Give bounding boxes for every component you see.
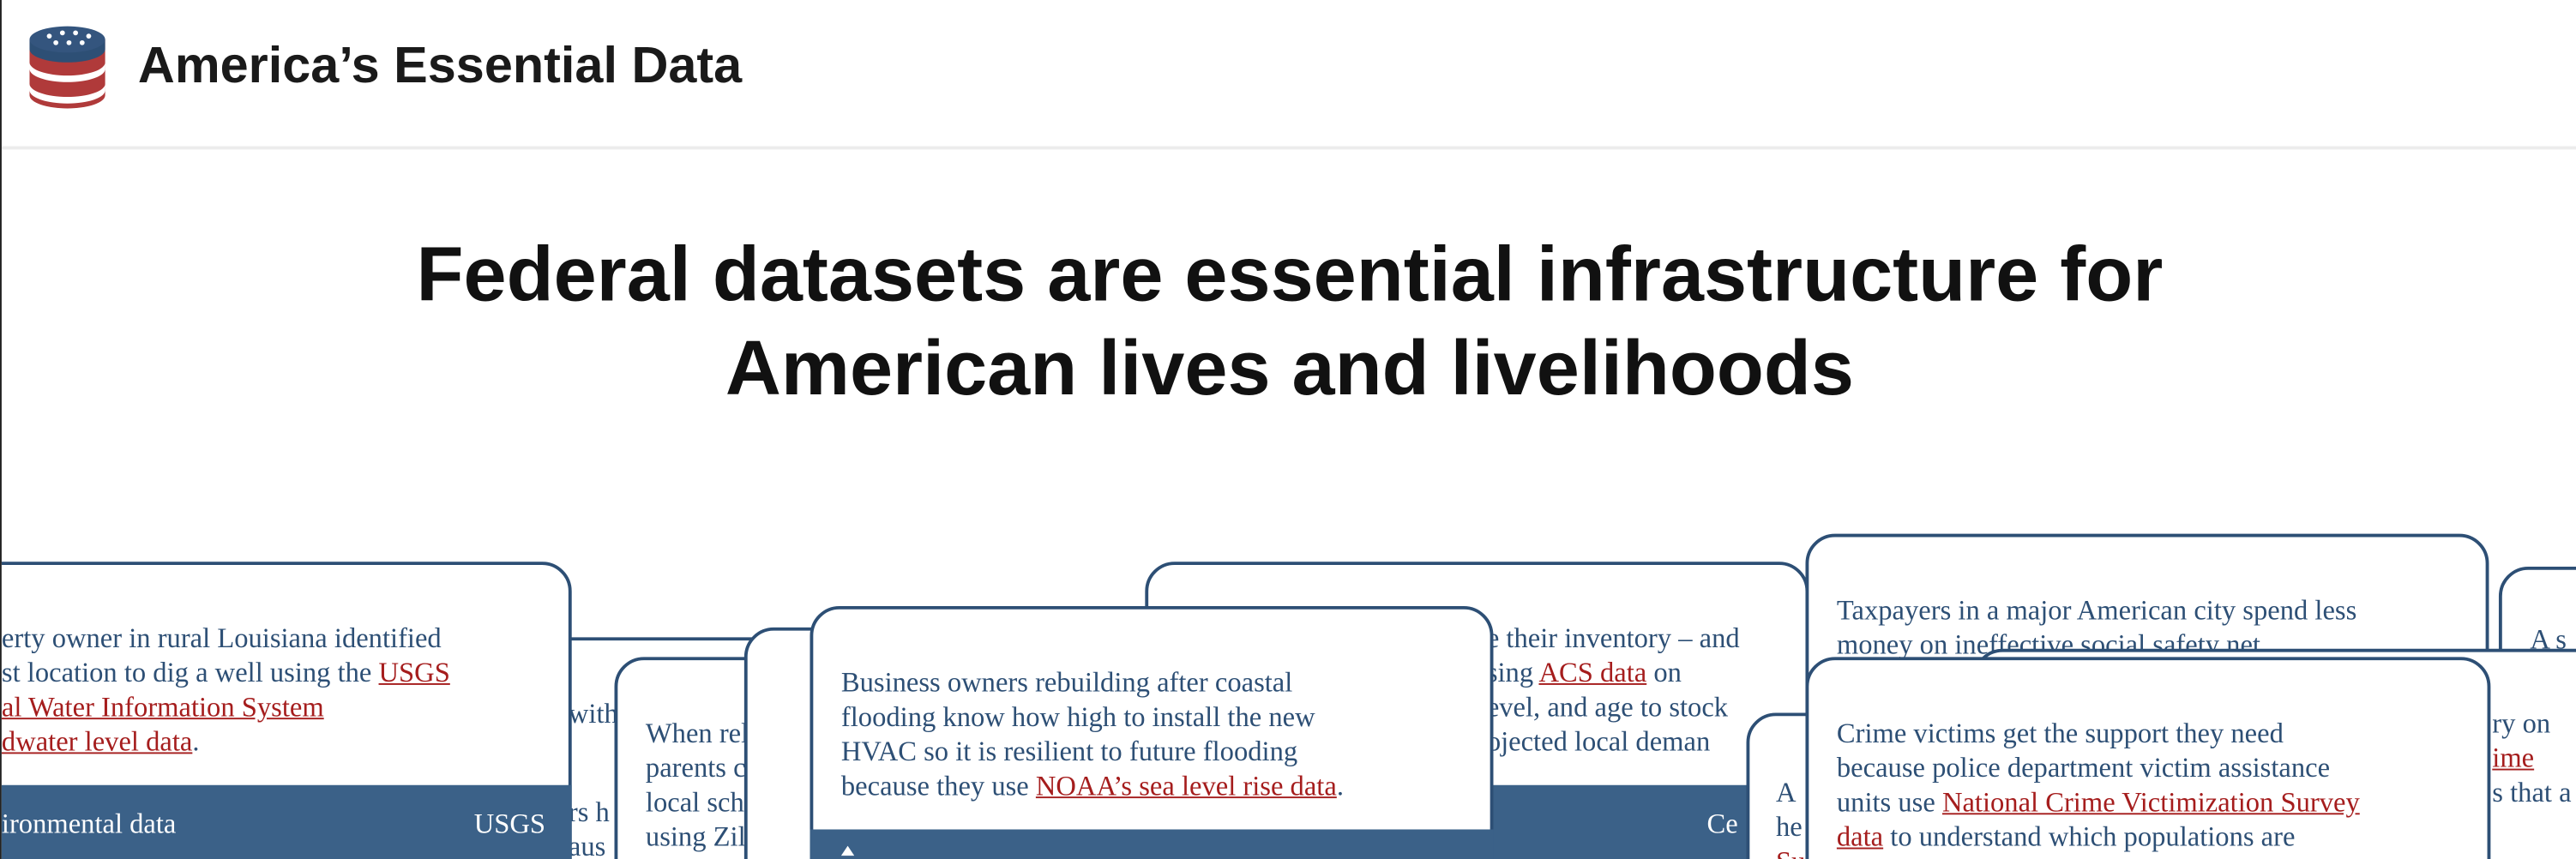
card-text: ry on ime s that a [2492,706,2571,810]
text-line: ojected local deman [1487,724,1740,759]
card: Business owners rebuilding after coastal… [810,605,1494,859]
link[interactable]: ime [2492,742,2535,774]
text: he [1776,811,1803,843]
link[interactable]: al Water Information System [1,691,324,723]
link[interactable]: dwater level data [1,725,193,758]
text-line: he [1776,809,1805,844]
text-line: HVAC so it is resilient to future floodi… [841,734,1344,768]
footer-icon [840,845,855,856]
text-line: because they use NOAA’s sea level rise d… [841,769,1344,803]
site-header: America’s Essential Data [1,0,2576,150]
text-line: al Water Information System [2,690,450,724]
card-text: erty owner in rural Louisiana identified… [2,621,450,759]
text: . [1336,770,1344,802]
text-line: ime [2492,741,2571,775]
card-text: e their inventory – and sing ACS data on e… [1487,621,1740,759]
text: erty owner in rural Louisiana identified [1,622,442,654]
link[interactable]: National Crime Victimization Survey [1941,786,2360,819]
text-line: evel, and age to stock [1487,690,1740,724]
text: st location to dig a well using the [1,657,379,688]
link[interactable]: data [1836,820,1884,853]
text: Business owners rebuilding after coastal [840,666,1293,699]
card: erty owner in rural Louisiana identified… [1,562,572,859]
text: e their inventory – and [1486,622,1740,654]
text-line: data to understand which populations are [1837,820,2360,854]
text: ojected local deman [1486,725,1711,758]
logo[interactable] [27,23,109,115]
text: on [1646,657,1682,688]
text-line: A [1776,775,1805,809]
text: aus [568,831,606,859]
footer-category: ironmental data [1,808,177,839]
text: units use [1836,786,1942,819]
text: A [1776,777,1797,808]
text: . [192,725,200,758]
card-text: with [569,696,618,730]
footer-source: USGS [473,808,546,839]
card-footer: ironmental data USGS [1,784,572,859]
text-line: Business owners rebuilding after coastal [841,665,1344,700]
text: rs h [568,796,610,828]
link[interactable]: Su [1776,846,1805,859]
headline-line: American lives and livelihoods [725,323,1854,411]
text: ry on [2492,707,2551,740]
card-text: rs h aus [569,795,610,859]
text: HVAC so it is resilient to future floodi… [840,736,1298,767]
text: s that a [2492,777,2572,808]
text: because they use [840,770,1036,802]
card-text: Crime victims get the support they need b… [1837,716,2360,854]
text-line: rs h [569,795,610,829]
text-line: dwater level data. [2,724,450,759]
text-line: units use National Crime Victimization S… [1837,785,2360,820]
card-text: Ahe Su [1776,775,1805,859]
text: to understand which populations are [1883,820,2296,853]
text-line: with [569,696,618,730]
footer-source: Ce [1706,808,1738,839]
text-line: e their inventory – and [1487,621,1740,655]
text: Crime victims get the support they need [1836,718,2284,749]
card-footer [810,829,1494,859]
text: with [568,698,618,730]
headline: Federal datasets are essential infrastru… [2,226,2576,413]
headline-line: Federal datasets are essential infrastru… [416,230,2164,317]
card-text: Business owners rebuilding after coastal… [841,665,1344,803]
text-line: Crime victims get the support they need [1837,716,2360,750]
link[interactable]: ACS data [1538,657,1647,688]
text-line: because police department victim assista… [1837,751,2360,785]
text-line: s that a [2492,775,2571,809]
text-line: aus [568,829,610,859]
text: evel, and age to stock [1486,691,1729,723]
text-line: sing ACS data on [1487,655,1740,689]
link[interactable]: USGS [378,657,450,688]
text-line: erty owner in rural Louisiana identified [2,621,450,655]
text: because police department victim assista… [1836,752,2331,784]
card: Crime victims get the support they need b… [1805,657,2491,859]
text: sing [1486,657,1539,688]
text-line: ry on [2492,706,2571,741]
text: Taxpayers in a major American city spend… [1836,594,2357,626]
text-line: Su [1776,844,1805,859]
text-line: flooding know how high to install the ne… [841,700,1344,734]
text-line: Taxpayers in a major American city spend… [1837,593,2356,628]
site-title[interactable]: America’s Essential Data [137,36,743,94]
text-line: st location to dig a well using the USGS [2,655,450,689]
card: rs h aus [495,772,626,859]
link[interactable]: NOAA’s sea level rise data [1035,770,1337,802]
text: flooding know how high to install the ne… [840,701,1315,733]
